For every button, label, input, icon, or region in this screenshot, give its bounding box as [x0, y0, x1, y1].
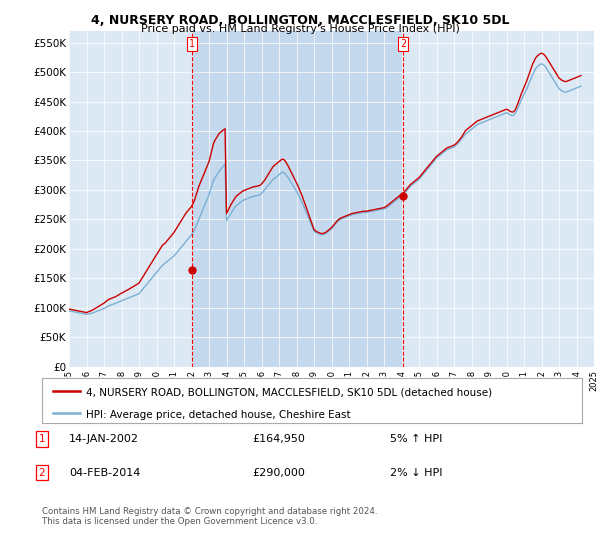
Text: 2: 2 — [38, 468, 46, 478]
Text: 4, NURSERY ROAD, BOLLINGTON, MACCLESFIELD, SK10 5DL (detached house): 4, NURSERY ROAD, BOLLINGTON, MACCLESFIEL… — [86, 388, 493, 398]
Text: 5% ↑ HPI: 5% ↑ HPI — [390, 434, 442, 444]
Text: 14-JAN-2002: 14-JAN-2002 — [69, 434, 139, 444]
Text: 2: 2 — [400, 39, 406, 49]
Text: 1: 1 — [189, 39, 195, 49]
Text: 04-FEB-2014: 04-FEB-2014 — [69, 468, 140, 478]
Text: HPI: Average price, detached house, Cheshire East: HPI: Average price, detached house, Ches… — [86, 410, 351, 420]
Text: Price paid vs. HM Land Registry's House Price Index (HPI): Price paid vs. HM Land Registry's House … — [140, 24, 460, 34]
Text: 1: 1 — [38, 434, 46, 444]
Text: £290,000: £290,000 — [252, 468, 305, 478]
Text: 4, NURSERY ROAD, BOLLINGTON, MACCLESFIELD, SK10 5DL: 4, NURSERY ROAD, BOLLINGTON, MACCLESFIEL… — [91, 14, 509, 27]
Text: 2% ↓ HPI: 2% ↓ HPI — [390, 468, 443, 478]
Bar — [192, 31, 403, 367]
Text: Contains HM Land Registry data © Crown copyright and database right 2024.
This d: Contains HM Land Registry data © Crown c… — [42, 507, 377, 526]
Text: £164,950: £164,950 — [252, 434, 305, 444]
